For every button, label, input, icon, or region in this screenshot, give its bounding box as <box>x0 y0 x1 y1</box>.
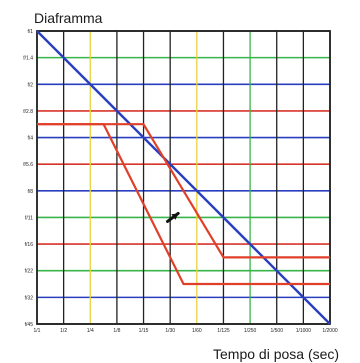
chart-ticks: f/1 f/1.4 f/2 f/2.8 f/4 f/5.6 f/8 f/11 f/16 f/22 f… <box>23 29 338 334</box>
x-tick-label: 1/500 <box>270 328 283 334</box>
series-line <box>37 123 330 286</box>
x-tick-label: 1/4 <box>87 328 94 334</box>
x-tick-label: 1/60 <box>192 328 202 334</box>
y-tick-label: f/45 <box>25 322 34 328</box>
series-line <box>37 123 330 259</box>
x-tick-label: 1/125 <box>217 328 230 334</box>
y-tick-label: f/16 <box>25 242 34 248</box>
y-tick-label: f/1 <box>27 29 33 35</box>
y-axis-title: Diaframma <box>34 10 103 26</box>
y-tick-label: f/2.8 <box>23 109 33 115</box>
chart-series <box>36 30 331 325</box>
y-tick-label: f/2 <box>27 82 33 88</box>
y-tick-label: f/22 <box>25 269 34 275</box>
direction-arrow-head <box>171 213 179 220</box>
x-tick-label: 1/2000 <box>322 328 338 334</box>
x-tick-label: 1/1000 <box>296 328 312 334</box>
chart-grid <box>36 30 331 325</box>
x-tick-label: 1/15 <box>139 328 149 334</box>
x-tick-label: 1/1 <box>34 328 41 334</box>
y-tick-label: f/4 <box>27 136 33 142</box>
y-tick-label: f/5.6 <box>23 162 33 168</box>
chart-frame <box>36 30 331 325</box>
x-tick-label: 1/250 <box>244 328 257 334</box>
y-tick-label: f/1.4 <box>23 56 33 62</box>
x-tick-label: 1/8 <box>113 328 120 334</box>
x-tick-label: 1/30 <box>165 328 175 334</box>
x-axis-title: Tempo di posa (sec) <box>213 346 339 362</box>
x-tick-label: 1/2 <box>60 328 67 334</box>
y-tick-label: f/32 <box>25 295 34 301</box>
y-tick-label: f/11 <box>25 215 33 221</box>
series-line <box>36 30 331 325</box>
y-tick-label: f/8 <box>27 189 33 195</box>
